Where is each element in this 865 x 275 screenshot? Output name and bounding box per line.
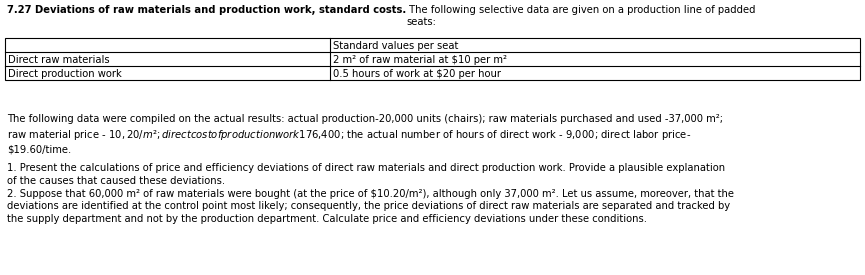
Text: Standard values per seat: Standard values per seat [332,41,458,51]
Text: 2 m² of raw material at $10 per m²: 2 m² of raw material at $10 per m² [332,55,507,65]
Bar [5,38,860,80]
Text: Direct raw materials: Direct raw materials [8,55,110,65]
Text: 1. Present the calculations of price and efficiency deviations of direct raw mat: 1. Present the calculations of price and… [7,163,734,224]
Text: The following data were compiled on the actual results: actual production-20,000: The following data were compiled on the … [7,114,723,154]
Text: 7.27 Deviations of raw materials and production work, standard costs.: 7.27 Deviations of raw materials and pro… [7,5,407,15]
Text: 0.5 hours of work at $20 per hour: 0.5 hours of work at $20 per hour [332,69,501,79]
Text: The following selective data are given on a production line of padded
seats:: The following selective data are given o… [407,5,756,27]
Text: Direct production work: Direct production work [8,69,122,79]
